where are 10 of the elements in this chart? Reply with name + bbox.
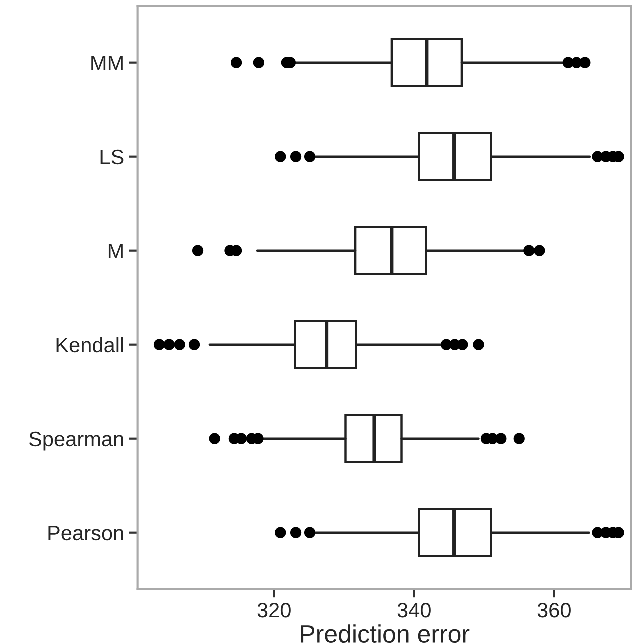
y-tick-label: M bbox=[108, 244, 123, 258]
y-tick-label: Pearson bbox=[48, 526, 124, 541]
x-tick-label: 360 bbox=[538, 603, 571, 618]
y-tick-label: MM bbox=[92, 56, 123, 70]
y-tick-label: Spearman bbox=[29, 432, 124, 451]
y-tick-label: LS bbox=[100, 150, 124, 165]
x-tick-label: 320 bbox=[258, 603, 291, 618]
y-tick-label: Kendall bbox=[56, 337, 124, 353]
x-axis-title: Prediction error bbox=[301, 624, 470, 644]
x-tick-label: 340 bbox=[398, 603, 431, 618]
